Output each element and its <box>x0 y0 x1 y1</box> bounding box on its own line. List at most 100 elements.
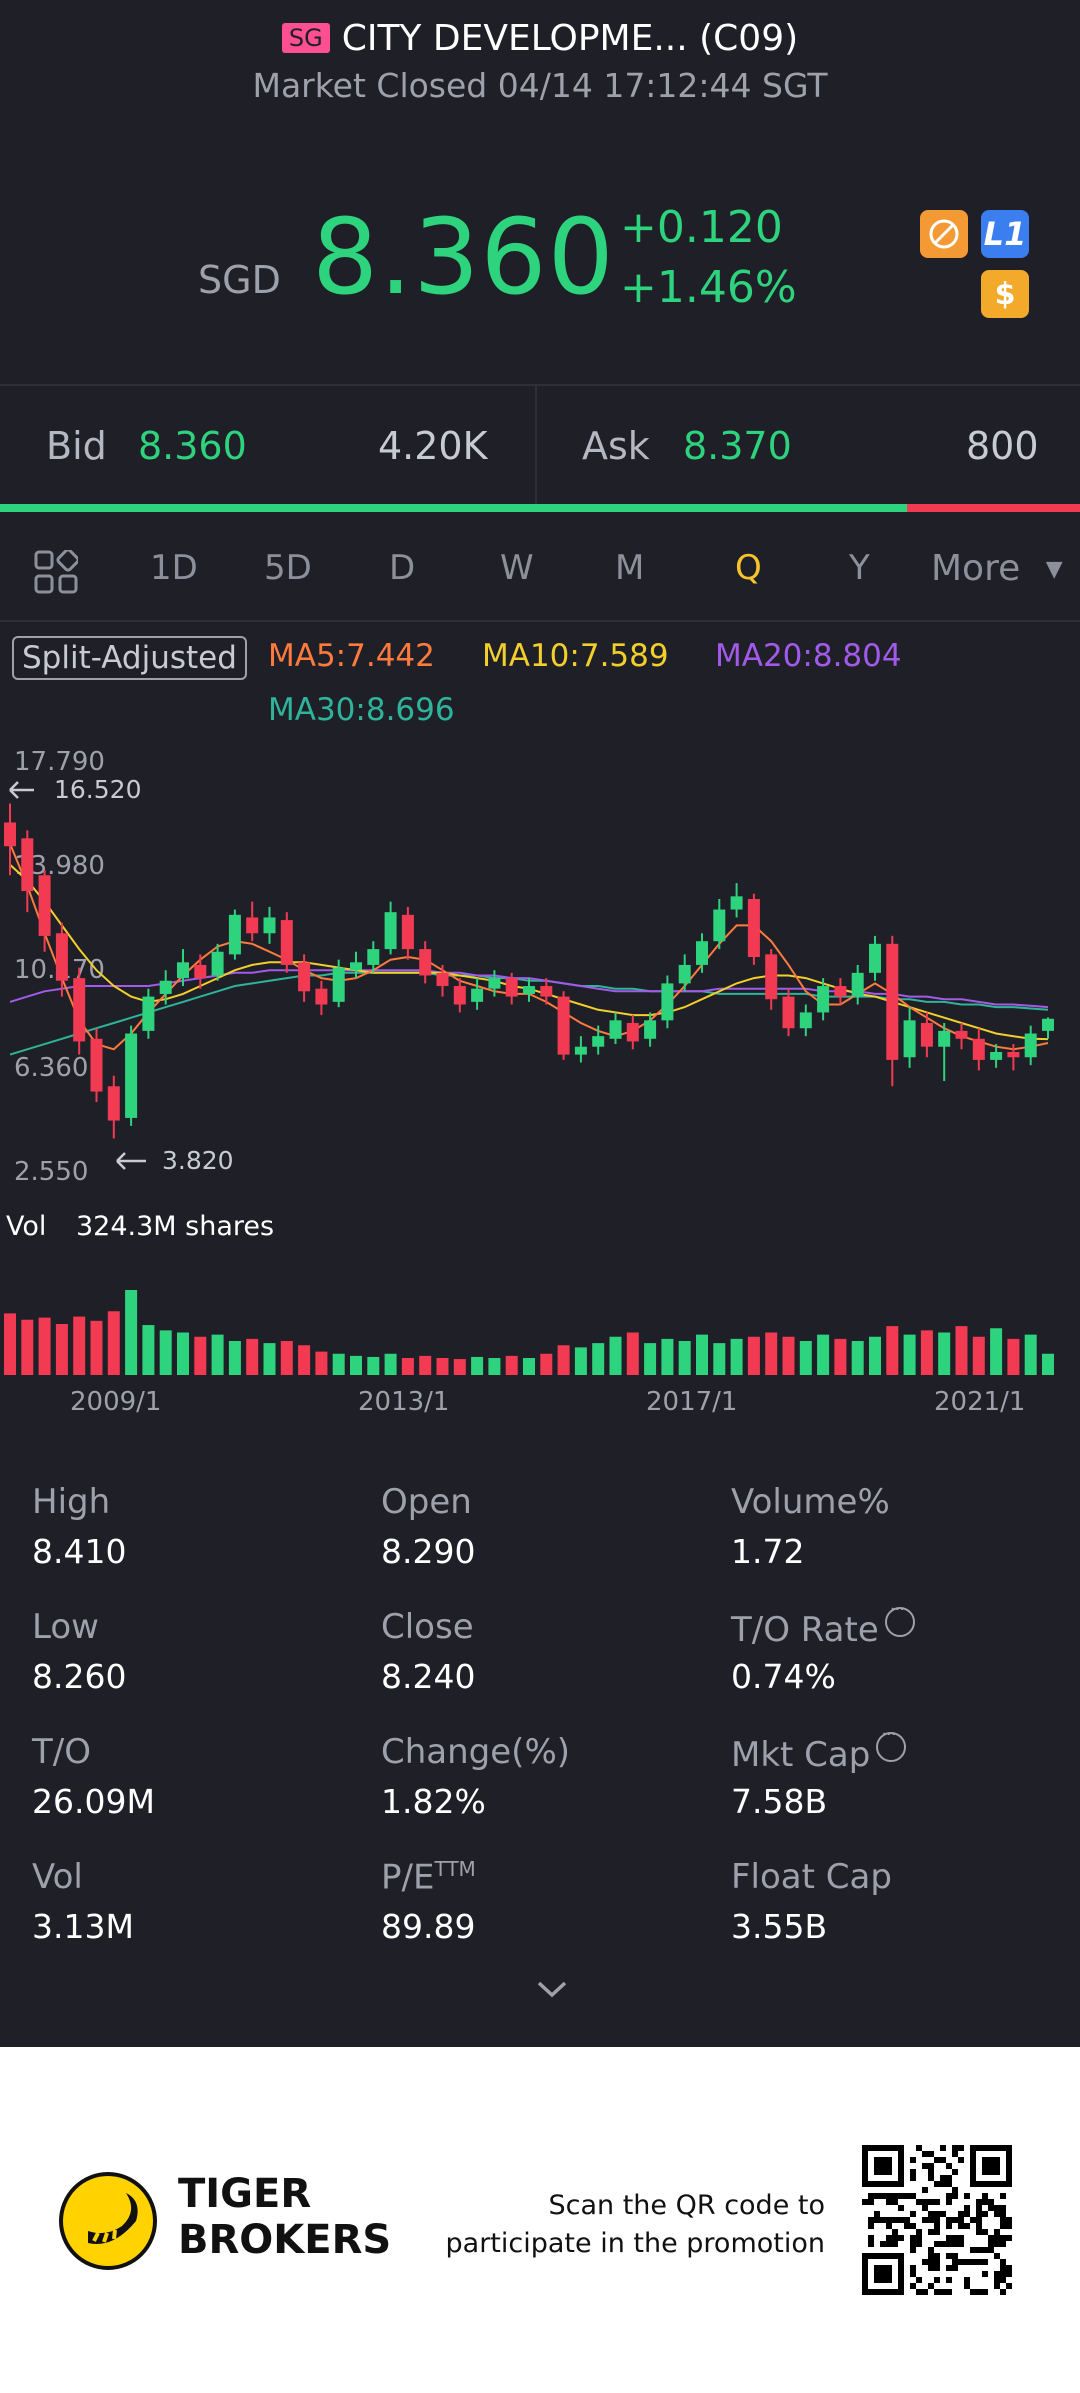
stat-value: 3.55B <box>731 1907 828 1946</box>
volume-bar <box>990 1328 1003 1375</box>
candle <box>1024 1025 1037 1066</box>
candle <box>903 1007 916 1068</box>
stock-detail-screen: SG CITY DEVELOPME... (C09) Market Closed … <box>0 0 1080 2047</box>
volume-bar <box>626 1332 639 1375</box>
volume-bar <box>1042 1353 1054 1375</box>
brand-line1: TIGER <box>178 2171 312 2217</box>
candle <box>1007 1044 1020 1071</box>
dollar-icon[interactable]: $ <box>981 270 1029 318</box>
volume-bar <box>765 1332 778 1375</box>
candle <box>886 935 899 1087</box>
candle <box>401 906 414 960</box>
volume-bar <box>453 1359 466 1375</box>
bid-label: Bid <box>46 424 107 468</box>
bid-price[interactable]: 8.360 <box>138 424 247 468</box>
candle <box>678 954 691 992</box>
divider <box>0 620 1080 622</box>
volume-bar <box>107 1311 120 1375</box>
tab-year[interactable]: Y <box>849 548 870 588</box>
candle <box>384 901 397 955</box>
candle <box>125 1025 138 1126</box>
stat-value: 0.74% <box>731 1657 836 1696</box>
stat-label: Open <box>381 1482 472 1522</box>
volume-bar <box>1007 1338 1020 1375</box>
volume-bar <box>747 1336 760 1375</box>
stock-title[interactable]: SG CITY DEVELOPME... (C09) <box>0 18 1080 59</box>
tab-5d[interactable]: 5D <box>264 548 312 588</box>
stat-label-text: Mkt Cap <box>731 1735 871 1775</box>
ma20-label: MA20:8.804 <box>715 638 902 674</box>
promo-line2: participate in the promotion <box>445 2228 825 2259</box>
candle <box>920 1012 933 1058</box>
volume-bar <box>661 1338 674 1375</box>
tab-quarter[interactable]: Q <box>735 548 762 588</box>
candle <box>1042 1017 1054 1039</box>
candle <box>350 951 362 979</box>
candle <box>557 991 570 1060</box>
qr-code[interactable] <box>862 2145 1012 2295</box>
tab-week[interactable]: W <box>500 548 534 588</box>
volume-value: 324.3M shares <box>76 1211 274 1242</box>
candle <box>869 935 881 981</box>
stat-label: T/O Rate <box>731 1599 915 1650</box>
tab-day[interactable]: D <box>389 548 416 588</box>
y-tick-label: 6.360 <box>14 1053 88 1083</box>
currency-label: SGD <box>198 258 281 302</box>
stat-label-text: Vol <box>32 1857 83 1897</box>
stat-label-text: T/O Rate <box>731 1610 879 1650</box>
stat-label: Close <box>381 1607 474 1647</box>
ask-price[interactable]: 8.370 <box>683 424 792 468</box>
promo-text: Scan the QR code to participate in the p… <box>420 2187 825 2263</box>
volume-bar <box>609 1336 622 1375</box>
level1-icon[interactable]: L1 <box>981 210 1029 258</box>
candle <box>523 978 535 1002</box>
volume-bar <box>298 1345 311 1375</box>
stat-label-text: Close <box>381 1607 474 1647</box>
tab-more-label: More <box>931 548 1021 589</box>
promo-line1: Scan the QR code to <box>548 2190 825 2221</box>
x-tick-label: 2021/1 <box>934 1387 1025 1417</box>
bid-ratio-fill <box>0 504 908 512</box>
stat-label: Low <box>32 1607 99 1647</box>
candle <box>471 978 484 1010</box>
bid-size: 4.20K <box>378 424 488 468</box>
volume-bar <box>471 1356 484 1375</box>
candle <box>142 988 155 1039</box>
candle <box>177 949 189 987</box>
volume-bar <box>869 1336 881 1375</box>
tab-month[interactable]: M <box>615 548 645 588</box>
candle <box>817 978 830 1021</box>
candle <box>592 1025 605 1055</box>
volume-bar <box>332 1353 345 1375</box>
candle <box>332 959 345 1008</box>
candle <box>626 1015 639 1050</box>
caret-down-icon: ▼ <box>1045 557 1063 582</box>
volume-bar <box>799 1341 812 1375</box>
layout-grid-icon[interactable] <box>34 548 80 598</box>
stat-label: High <box>32 1482 110 1522</box>
split-adjusted-toggle[interactable]: Split-Adjusted <box>12 636 247 680</box>
stat-label-text: T/O <box>32 1732 91 1772</box>
ma5-label: MA5:7.442 <box>268 638 435 674</box>
ask-size: 800 <box>966 424 1039 468</box>
volume-bar <box>540 1353 553 1375</box>
tab-more[interactable]: More ▼ <box>931 548 1063 589</box>
candle <box>972 1028 985 1071</box>
no-trading-icon[interactable] <box>920 210 968 258</box>
candle <box>990 1044 1003 1068</box>
volume-bar <box>644 1343 657 1375</box>
candle <box>782 988 795 1037</box>
stat-label: P/ETTM <box>381 1857 476 1897</box>
min-price-label: 3.820 <box>162 1146 234 1175</box>
x-tick-label: 2013/1 <box>358 1387 449 1417</box>
volume-bar <box>886 1326 899 1375</box>
expand-chevron-icon[interactable] <box>535 1978 569 2004</box>
candle <box>730 883 743 918</box>
volume-bar <box>246 1338 259 1375</box>
info-more-icon[interactable] <box>876 1724 907 1762</box>
bid-ask-separator <box>535 386 537 504</box>
info-more-icon[interactable] <box>884 1599 915 1637</box>
tab-1d[interactable]: 1D <box>150 548 198 588</box>
brand-name: TIGER BROKERS <box>178 2171 391 2263</box>
